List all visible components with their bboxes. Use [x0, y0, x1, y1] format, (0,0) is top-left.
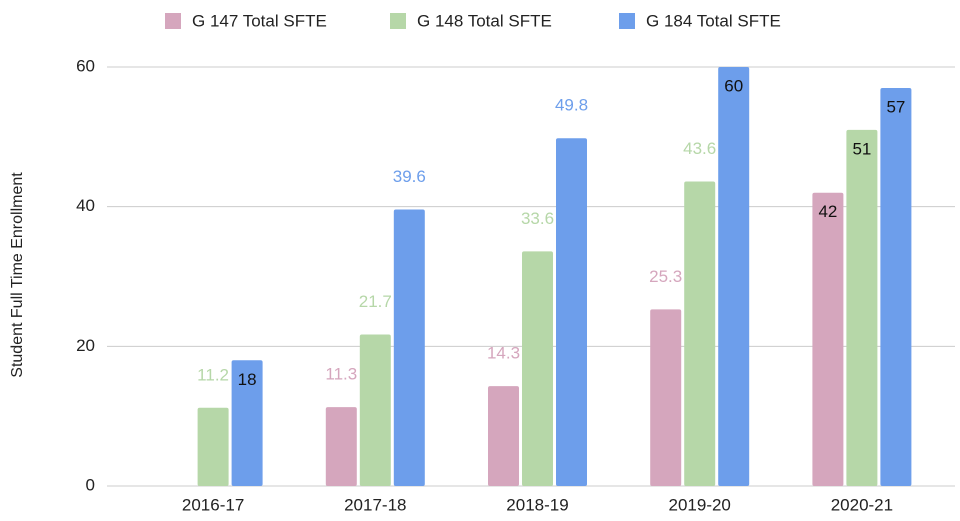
data-label: 14.3 [487, 344, 520, 363]
y-tick-label: 60 [76, 56, 95, 75]
data-label: 11.2 [197, 365, 229, 384]
data-label: 60 [724, 76, 743, 95]
bar [197, 407, 229, 486]
bar [718, 67, 750, 486]
x-tick-label: 2018-19 [506, 495, 568, 514]
x-tick-label: 2017-18 [344, 495, 406, 514]
x-tick-label: 2020-21 [831, 495, 893, 514]
data-label: 33.6 [521, 209, 554, 228]
data-label: 21.7 [359, 292, 392, 311]
data-label: 18 [238, 370, 257, 389]
y-tick-label: 40 [76, 196, 95, 215]
legend-swatch [619, 13, 635, 29]
bar [325, 407, 357, 486]
bar [231, 360, 263, 486]
bar [846, 129, 878, 486]
x-tick-label: 2016-17 [182, 495, 244, 514]
data-label: 57 [886, 97, 905, 116]
bar [488, 386, 519, 486]
bar [812, 192, 844, 486]
bar [556, 138, 587, 487]
legend-swatch [165, 13, 181, 29]
bar [684, 181, 716, 486]
legend-label: G 148 Total SFTE [417, 11, 552, 30]
bar [880, 87, 912, 486]
data-label: 49.8 [555, 96, 588, 115]
x-tick-label: 2019-20 [669, 495, 731, 514]
legend-label: G 184 Total SFTE [646, 11, 781, 30]
data-label: 11.3 [325, 365, 357, 384]
data-label: 51 [852, 139, 871, 158]
data-label: 39.6 [393, 167, 426, 186]
y-tick-label: 20 [76, 336, 95, 355]
legend-label: G 147 Total SFTE [192, 11, 327, 30]
bar [522, 251, 553, 486]
data-label: 25.3 [649, 267, 682, 286]
y-axis-label: Student Full Time Enrollment [9, 172, 26, 378]
y-tick-label: 0 [86, 475, 95, 494]
data-label: 43.6 [683, 139, 716, 158]
data-label: 42 [818, 202, 837, 221]
legend-swatch [390, 13, 406, 29]
bar [393, 209, 425, 486]
bar [359, 334, 391, 486]
bar [650, 309, 682, 486]
